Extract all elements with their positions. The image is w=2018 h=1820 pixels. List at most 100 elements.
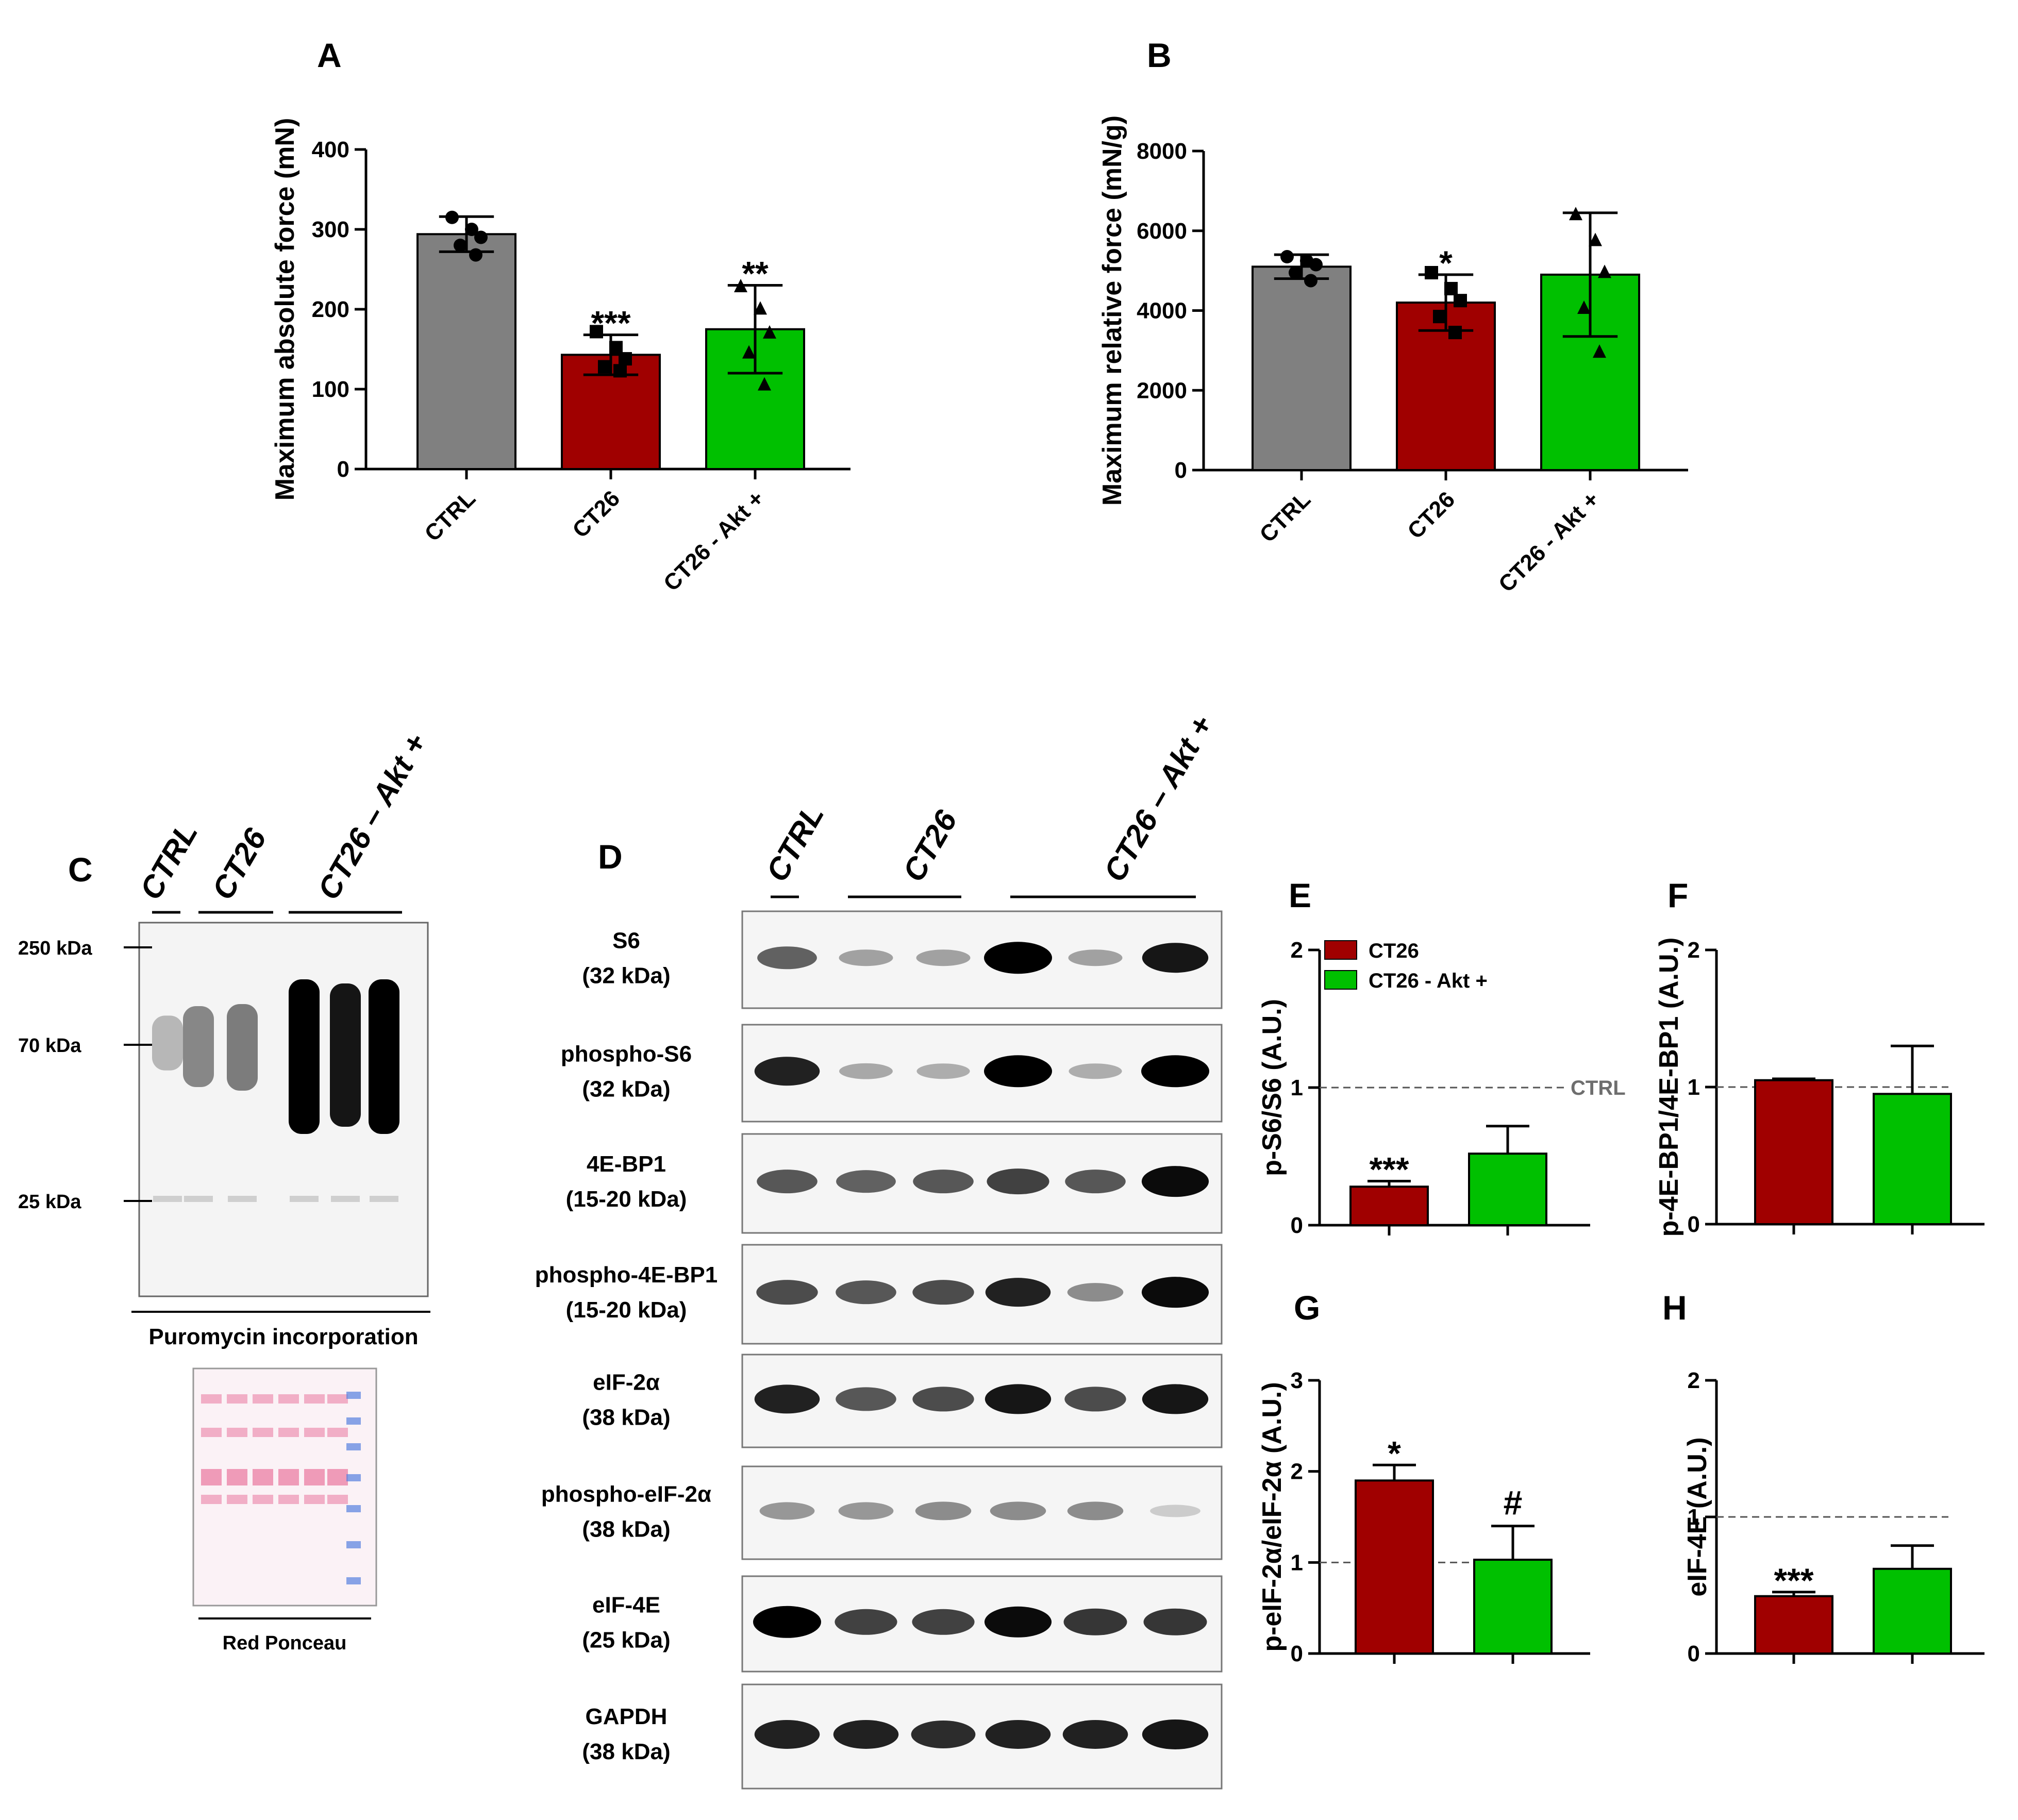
ponceau-band — [278, 1469, 299, 1485]
protein-band — [836, 1387, 896, 1411]
ladder-band — [346, 1443, 361, 1450]
protein-band — [912, 1280, 974, 1305]
significance-label: # — [1504, 1484, 1523, 1522]
bar-ct26 — [1754, 1595, 1833, 1655]
ponceau-band — [304, 1495, 325, 1504]
ponceau-band — [253, 1469, 273, 1485]
y-tick-label: 400 — [312, 137, 349, 162]
protein-band — [913, 1170, 974, 1194]
ponceau-band — [201, 1495, 222, 1504]
data-point — [763, 325, 776, 339]
ponceau-band — [253, 1428, 273, 1437]
data-point — [1304, 274, 1317, 288]
ponceau-band — [201, 1428, 222, 1437]
y-tick-label: 0 — [1688, 1212, 1700, 1237]
category-label: CT26 — [568, 486, 625, 543]
bar-ct26 — [1355, 1479, 1434, 1655]
ponceau-band — [327, 1495, 348, 1504]
protein-band — [915, 1501, 972, 1521]
protein-band — [1143, 1608, 1207, 1635]
blot-name: S6 — [612, 928, 640, 953]
mw-marker: 70 kDa — [18, 1035, 81, 1057]
data-point — [754, 301, 767, 315]
chart-panel-e: E 0 1 2 p-S6/S6 (A.U.) CTRL *** CT26 CT26 - Akt … — [1257, 876, 1626, 1238]
mw-marker: 25 kDa — [18, 1191, 81, 1213]
blot-membrane — [741, 910, 1223, 1009]
data-point — [613, 364, 627, 378]
protein-band — [912, 1609, 975, 1635]
y-axis-title: eIF-4E (A.U.) — [1682, 1437, 1712, 1596]
panel-letter: B — [1147, 36, 1172, 74]
data-point — [469, 248, 482, 262]
ponceau-band — [327, 1428, 348, 1437]
chart-panel-b: B 0 2000 4000 6000 8000 Maximum relative force… — [1097, 36, 1688, 597]
blot-mw: (25 kDa) — [582, 1627, 670, 1652]
data-point — [1309, 258, 1323, 272]
data-point — [1593, 344, 1606, 358]
y-axis-title: p-eIF-2α/eIF-2α (A.U.) — [1257, 1382, 1287, 1651]
panel-letter: F — [1667, 876, 1688, 914]
blot-gapdh: GAPDH (38 kDa) — [582, 1683, 1223, 1790]
ponceau-band — [327, 1469, 348, 1485]
bar-ctrl — [1252, 265, 1352, 471]
chart-panel-h: H 0 1 2 eIF-4E (A.U.) *** — [1662, 1289, 1984, 1666]
ponceau-band — [304, 1394, 325, 1404]
blot-name: eIF-4E — [592, 1592, 660, 1617]
bar-ct26-akt — [1468, 1153, 1547, 1226]
chart-panel-g: G 0 1 2 3p-eIF-2α/eIF-2α (A.U.) * # — [1257, 1289, 1590, 1666]
protein-band — [757, 946, 817, 970]
category-label: CTRL — [1255, 487, 1315, 547]
data-point — [1433, 310, 1446, 324]
data-point — [1569, 207, 1582, 221]
bar-ct26-akt — [1873, 1567, 1952, 1655]
lane-band — [153, 1196, 182, 1202]
ponceau-band — [201, 1394, 222, 1404]
data-point — [454, 239, 467, 252]
group-label-ct26: CT26 — [205, 822, 273, 905]
lane-band — [331, 1196, 360, 1202]
y-tick-label: 0 — [1291, 1213, 1303, 1238]
protein-band — [985, 1719, 1051, 1749]
y-tick-label: 1 — [1688, 1505, 1700, 1530]
data-point — [1577, 300, 1591, 314]
blot-name: phospho-S6 — [561, 1041, 692, 1066]
ponceau-band — [278, 1495, 299, 1504]
blot-mw: (32 kDa) — [582, 1076, 670, 1101]
ponceau-band — [278, 1428, 299, 1437]
bar-ct26 — [1754, 1079, 1833, 1225]
y-tick-label: 1 — [1291, 1550, 1303, 1575]
lane-smear — [330, 983, 361, 1127]
blot-membrane — [741, 1354, 1223, 1448]
category-label: CTRL — [420, 486, 480, 546]
blot-mw: (38 kDa) — [582, 1739, 670, 1764]
data-point — [1289, 265, 1302, 279]
bar-ct26-akt — [1473, 1559, 1553, 1655]
data-point — [1425, 265, 1438, 279]
data-point — [474, 230, 488, 244]
significance-label: *** — [591, 304, 630, 342]
panel-letter: A — [317, 36, 342, 74]
data-point — [1280, 250, 1294, 264]
lane-band — [370, 1196, 398, 1202]
protein-band — [985, 1384, 1052, 1414]
y-tick-label: 2 — [1291, 1459, 1303, 1484]
blot-s6: S6 (32 kDa) — [582, 910, 1223, 1009]
y-tick-label: 0 — [337, 457, 349, 482]
protein-band — [916, 949, 971, 966]
group-label-ctrl: CTRL — [759, 798, 830, 887]
panel-letter: G — [1294, 1289, 1320, 1327]
ladder-band — [346, 1417, 361, 1425]
ladder-band — [346, 1505, 361, 1512]
group-label-ct26: CT26 — [896, 804, 964, 887]
protein-band — [1150, 1505, 1200, 1517]
category-label: CT26 - Akt + — [1494, 487, 1604, 597]
data-point — [598, 360, 611, 374]
blot-mw: (38 kDa) — [582, 1405, 670, 1430]
protein-band — [984, 1606, 1052, 1638]
y-tick-label: 0 — [1175, 458, 1187, 483]
protein-band — [754, 1719, 820, 1749]
significance-label: ** — [742, 255, 769, 293]
blot-membrane — [741, 1575, 1223, 1673]
category-label: CT26 — [1403, 487, 1460, 544]
ponceau-band — [253, 1394, 273, 1404]
